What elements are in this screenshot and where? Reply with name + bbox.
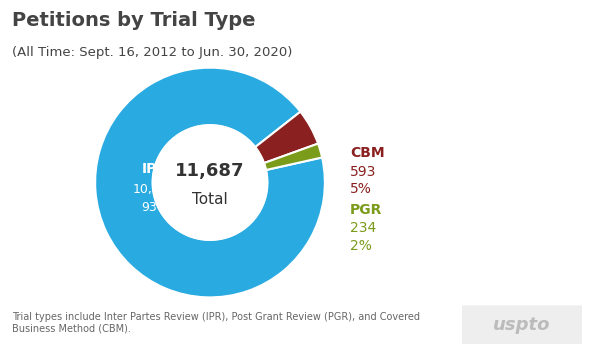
Text: 593: 593 xyxy=(350,165,377,179)
FancyBboxPatch shape xyxy=(458,305,586,344)
Text: PGR: PGR xyxy=(350,203,383,217)
Wedge shape xyxy=(264,144,322,170)
Text: 2%: 2% xyxy=(350,239,372,253)
Text: uspto: uspto xyxy=(493,316,551,334)
Text: Trial types include Inter Partes Review (IPR), Post Grant Review (PGR), and Cove: Trial types include Inter Partes Review … xyxy=(12,312,420,334)
Text: Total: Total xyxy=(192,192,228,207)
Text: CBM: CBM xyxy=(350,146,385,160)
Text: Petitions by Trial Type: Petitions by Trial Type xyxy=(12,11,256,29)
Circle shape xyxy=(152,125,268,240)
Wedge shape xyxy=(255,112,318,163)
Wedge shape xyxy=(95,68,325,297)
Text: 10,860: 10,860 xyxy=(133,183,177,196)
Text: 234: 234 xyxy=(350,221,376,236)
Text: 93%: 93% xyxy=(141,201,169,214)
Text: IPR: IPR xyxy=(142,162,168,176)
Text: 11,687: 11,687 xyxy=(175,162,245,180)
Text: (All Time: Sept. 16, 2012 to Jun. 30, 2020): (All Time: Sept. 16, 2012 to Jun. 30, 20… xyxy=(12,46,292,59)
Text: 5%: 5% xyxy=(350,183,372,197)
